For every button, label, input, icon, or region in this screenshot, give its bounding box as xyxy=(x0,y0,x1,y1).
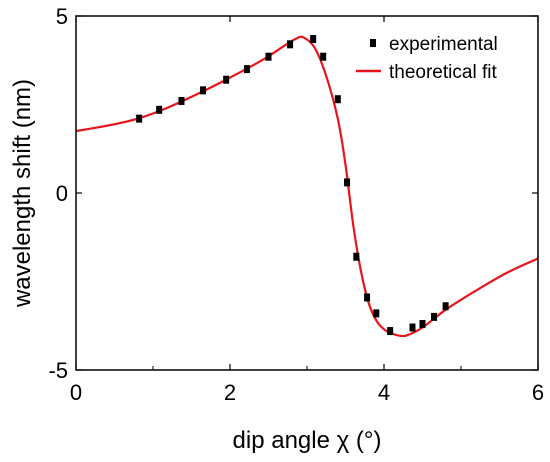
legend-label-experimental: experimental xyxy=(389,34,498,55)
experimental-point xyxy=(442,302,449,311)
experimental-point xyxy=(353,252,360,261)
x-tick-label: 4 xyxy=(378,380,390,405)
experimental-series xyxy=(136,35,449,336)
legend: experimental theoretical fit xyxy=(356,34,498,83)
experimental-point xyxy=(364,293,371,302)
x-tick-label: 0 xyxy=(70,380,82,405)
experimental-point xyxy=(136,114,143,123)
y-tick-label: 5 xyxy=(56,4,68,29)
plot-frame xyxy=(75,15,539,371)
y-tick-label: 0 xyxy=(56,181,68,206)
experimental-point xyxy=(387,327,394,336)
x-axis-label: dip angle χ (°) xyxy=(233,427,382,454)
x-tick-label: 6 xyxy=(532,380,544,405)
y-ticks: 5 0 -5 xyxy=(48,4,538,383)
experimental-point xyxy=(344,178,351,187)
experimental-point xyxy=(320,52,327,61)
theoretical-fit-line xyxy=(75,35,539,338)
legend-marker-experimental xyxy=(370,39,376,47)
experimental-point xyxy=(265,52,272,61)
experimental-point xyxy=(431,312,438,321)
experimental-point xyxy=(373,309,380,318)
experimental-point xyxy=(156,105,163,114)
experimental-point xyxy=(200,86,207,95)
experimental-point xyxy=(310,35,317,44)
legend-label-theoretical: theoretical fit xyxy=(389,62,497,83)
y-tick-label: -5 xyxy=(48,358,68,383)
experimental-point xyxy=(178,96,185,105)
experimental-point xyxy=(243,65,250,74)
experimental-point xyxy=(223,75,230,84)
plot-area xyxy=(76,16,538,370)
x-ticks: 0 2 4 6 xyxy=(70,16,544,405)
theoretical-fit-series xyxy=(75,35,539,338)
experimental-point xyxy=(334,95,341,104)
experimental-point xyxy=(409,323,416,332)
experimental-point xyxy=(419,319,426,328)
y-axis-label: wavelength shift (nm) xyxy=(9,79,36,308)
x-tick-label: 2 xyxy=(224,380,236,405)
experimental-point xyxy=(287,40,294,49)
